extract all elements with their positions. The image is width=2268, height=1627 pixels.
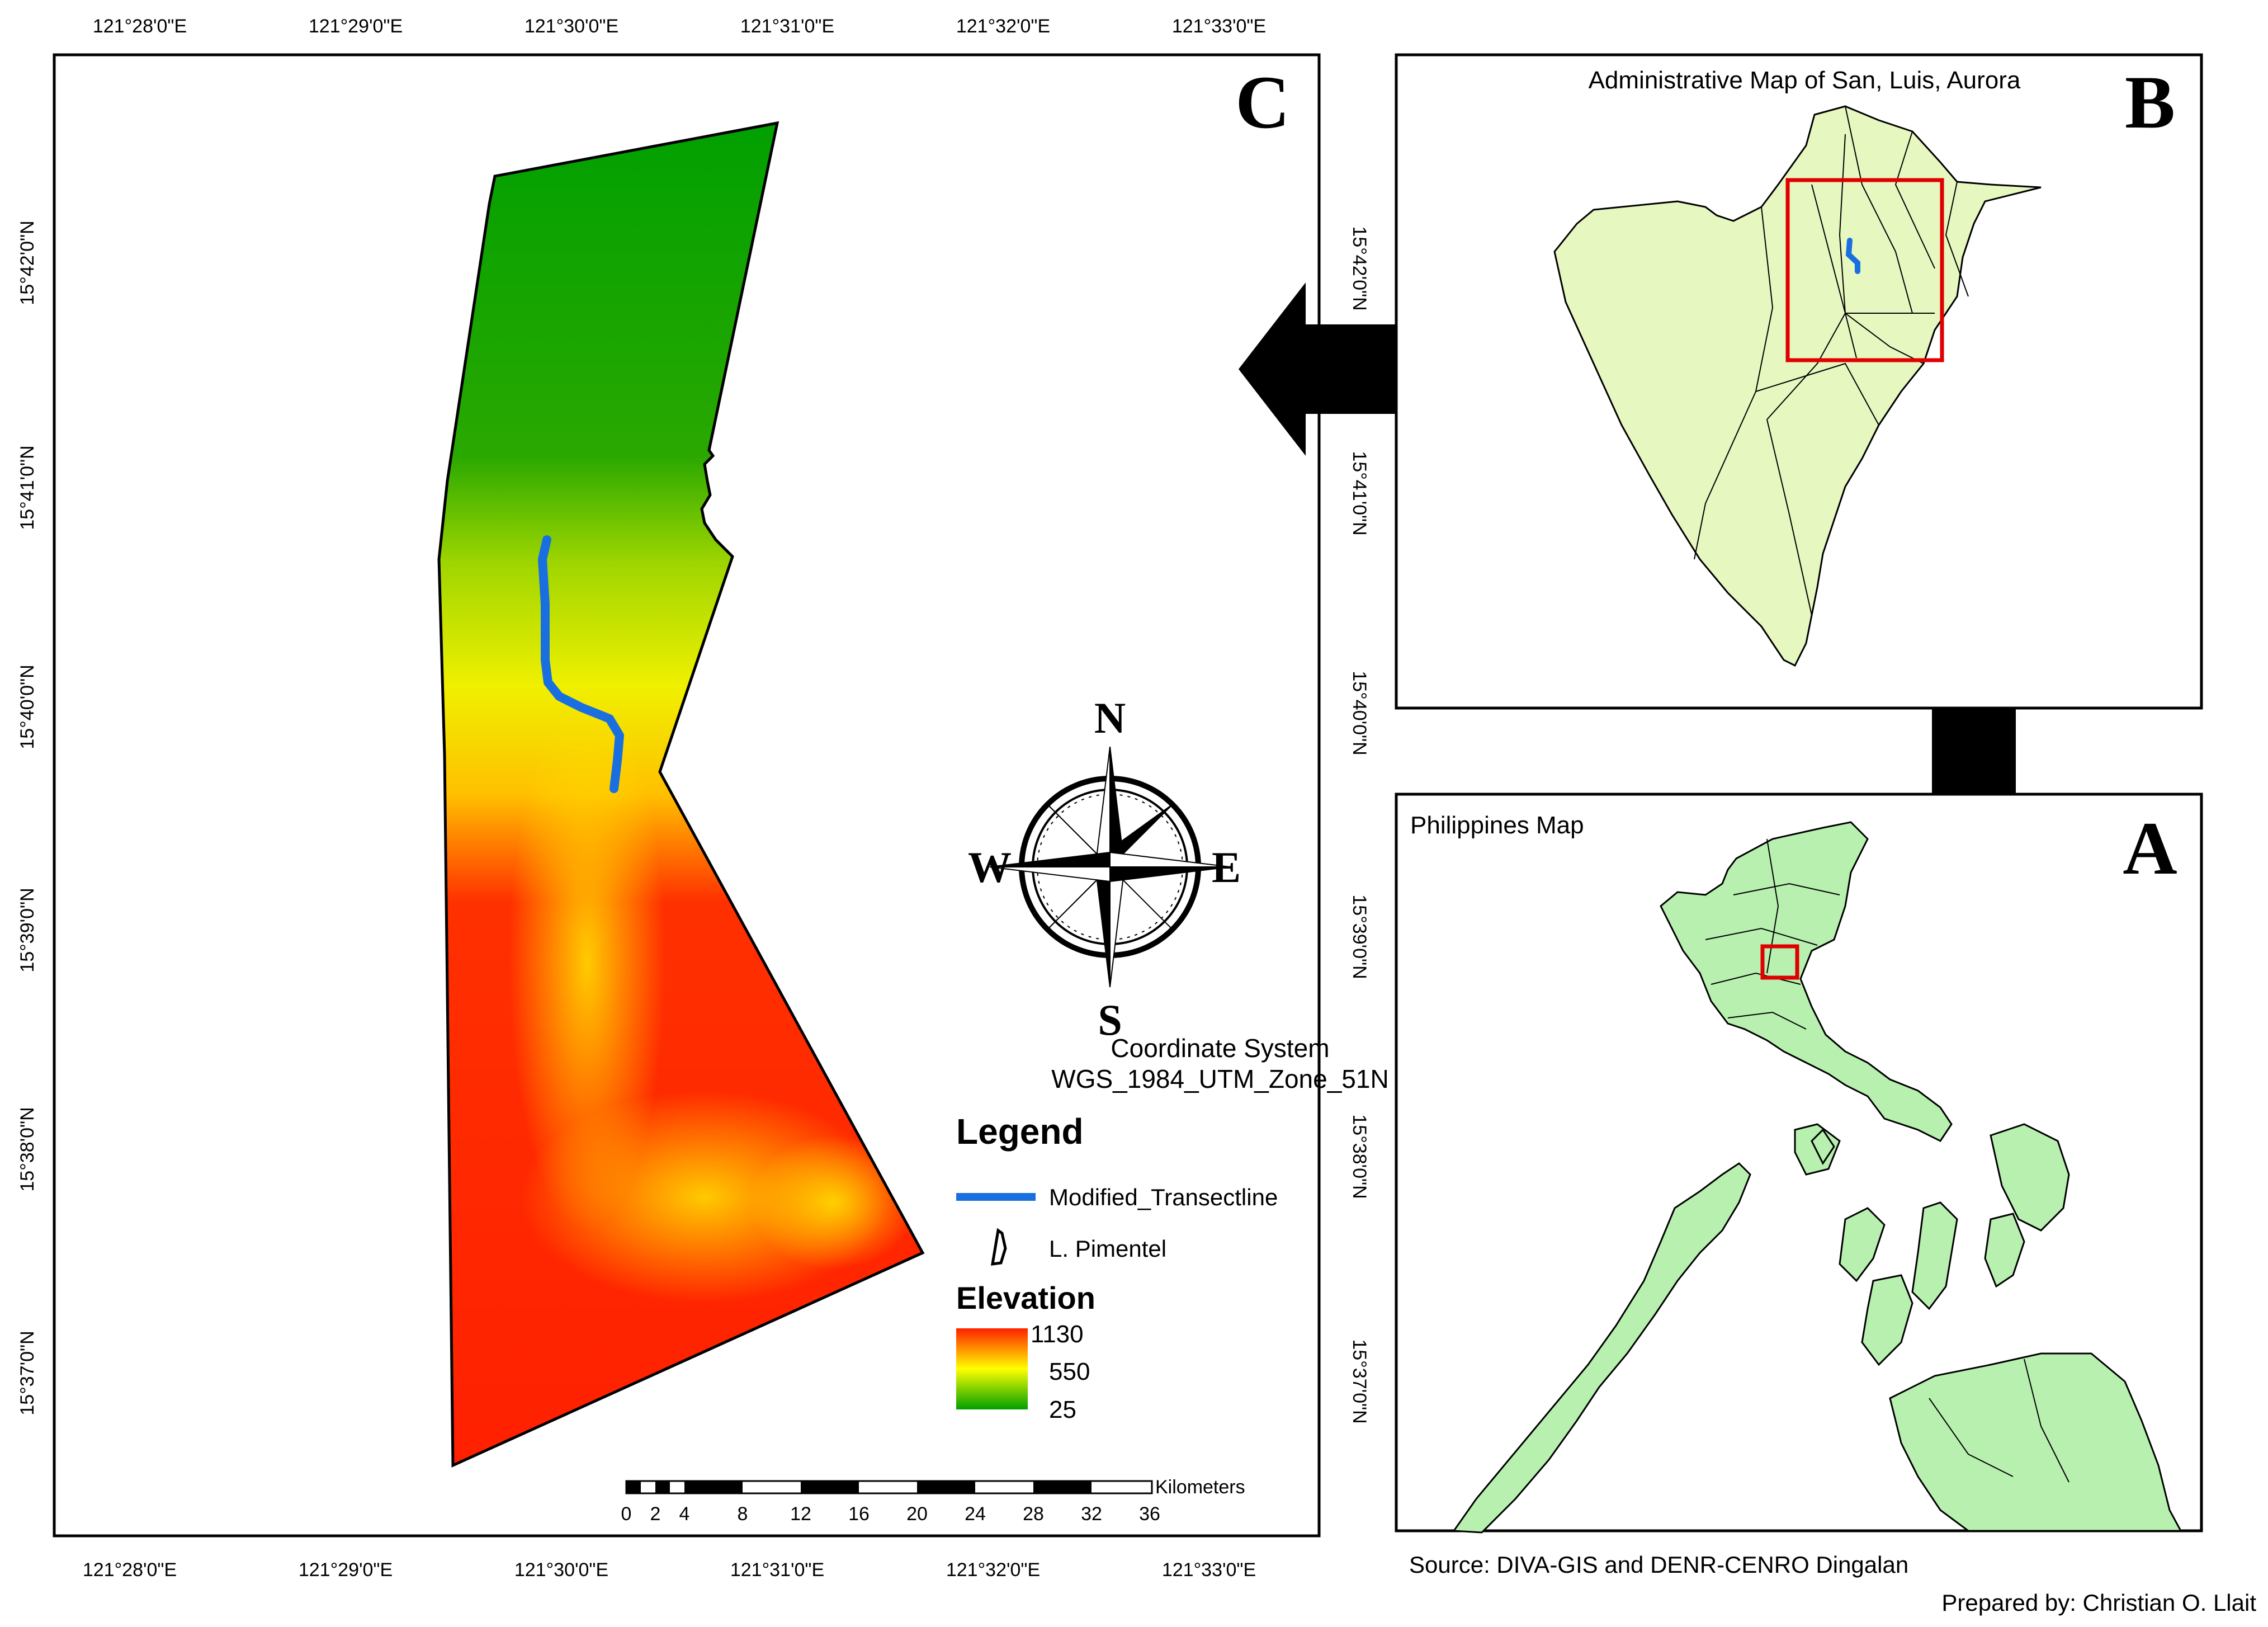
top-tick-label: 121°32'0"E — [956, 16, 1050, 37]
bottom-tick-label: 121°30'0"E — [514, 1559, 608, 1581]
transect-line — [538, 535, 624, 793]
barangay-boundaries — [1694, 106, 1969, 616]
san-luis-map — [1553, 105, 2042, 667]
right-tick-label: 15°39'0"N — [1349, 894, 1370, 979]
source-credit: Source: DIVA-GIS and DENR-CENRO Dingalan — [1409, 1551, 1908, 1578]
luzon-island — [1660, 821, 1953, 1142]
elevation-ramp — [956, 1328, 1028, 1409]
top-tick-label: 121°28'0"E — [93, 16, 187, 37]
elevation-mid-label: 550 — [1049, 1358, 1090, 1385]
compass-east-label: E — [1212, 843, 1241, 892]
legend-transect-label: Modified_Transectline — [1049, 1184, 1278, 1210]
bottom-tick-label: 121°33'0"E — [1162, 1559, 1256, 1581]
right-tick-label: 15°41'0"N — [1349, 451, 1370, 535]
panel-b: Administrative Map of San, Luis, Aurora … — [1395, 53, 2203, 710]
coordinate-system-name: WGS_1984_UTM_Zone_51N — [1051, 1064, 1388, 1093]
bottom-tick-label: 121°29'0"E — [299, 1559, 393, 1581]
top-tick-label: 121°29'0"E — [309, 16, 403, 37]
negros-island — [1861, 1274, 1913, 1366]
left-tick-label: 15°42'0"N — [17, 220, 38, 305]
mindanao-island — [1889, 1352, 2182, 1532]
panel-c: C 121°28'0"E 121°29'0"E 121°30'0"E 121°3… — [17, 16, 1389, 1581]
bottom-tick-label: 121°32'0"E — [946, 1559, 1040, 1581]
compass-south-label: S — [1098, 996, 1122, 1044]
compass-north-label: N — [1094, 694, 1126, 742]
right-tick-label: 15°40'0"N — [1349, 671, 1370, 755]
study-area-boundary — [437, 121, 925, 1468]
panel-a: Philippines Map A — [1395, 793, 2203, 1534]
top-tick-label: 121°33'0"E — [1172, 16, 1266, 37]
panay-island — [1839, 1207, 1886, 1282]
elevation-min-label: 25 — [1049, 1396, 1076, 1423]
right-tick-label: 15°37'0"N — [1349, 1339, 1370, 1423]
top-tick-label: 121°31'0"E — [740, 16, 834, 37]
panel-a-title: Philippines Map — [1410, 812, 1584, 839]
left-tick-label: 15°39'0"N — [17, 888, 38, 972]
compass-rose: N S E W — [968, 694, 1241, 1044]
elevation-title: Elevation — [956, 1280, 1095, 1315]
coordinate-system-heading: Coordinate System — [1111, 1034, 1329, 1063]
scale-tick-label: 2 — [650, 1503, 661, 1525]
left-tick-label: 15°40'0"N — [17, 664, 38, 749]
scale-tick-label: 12 — [790, 1503, 811, 1525]
panel-b-letter: B — [2125, 61, 2175, 144]
scale-tick-label: 0 — [621, 1503, 632, 1525]
bottom-tick-label: 121°31'0"E — [730, 1559, 824, 1581]
arrow-left-icon — [1239, 282, 1436, 456]
prepared-by-credit: Prepared by: Christian O. Llait — [1941, 1590, 2256, 1616]
aurora-highlight-box — [1760, 944, 1799, 980]
legend-area-label: L. Pimentel — [1049, 1235, 1166, 1262]
left-tick-label: 15°37'0"N — [17, 1331, 38, 1415]
study-area-highlight-box — [1785, 178, 1944, 362]
bottom-tick-label: 121°28'0"E — [83, 1559, 177, 1581]
right-tick-label: 15°38'0"N — [1349, 1114, 1370, 1199]
cebu-island — [1911, 1201, 1958, 1310]
right-tick-label: 15°42'0"N — [1349, 226, 1370, 310]
province-boundaries — [1705, 838, 2069, 1483]
scale-tick-label: 24 — [965, 1503, 986, 1525]
palawan-island — [1452, 1162, 1751, 1534]
philippines-map — [1452, 821, 2182, 1534]
scale-bar: 0 2 4 8 12 16 20 24 28 32 36 Kilometers — [621, 1477, 1245, 1525]
legend: Legend Modified_Transectline L. Pimentel… — [956, 1111, 1278, 1423]
scale-tick-label: 16 — [848, 1503, 870, 1525]
scale-tick-label: 28 — [1023, 1503, 1044, 1525]
compass-star — [989, 746, 1231, 988]
legend-title: Legend — [956, 1111, 1084, 1152]
scale-tick-label: 32 — [1081, 1503, 1102, 1525]
scale-tick-label: 36 — [1139, 1503, 1160, 1525]
scale-tick-label: 20 — [906, 1503, 928, 1525]
elevation-max-label: 1130 — [1031, 1321, 1084, 1348]
left-tick-label: 15°41'0"N — [17, 445, 38, 530]
panel-a-letter: A — [2123, 807, 2177, 890]
legend-area-swatch — [990, 1228, 1007, 1266]
compass-west-label: W — [968, 843, 1012, 892]
transect-locator — [1845, 238, 1860, 274]
scale-tick-label: 8 — [738, 1503, 748, 1525]
marinduque-island — [1811, 1128, 1835, 1165]
panel-c-letter: C — [1235, 61, 1290, 144]
leyte-island — [1984, 1213, 2025, 1288]
top-tick-label: 121°30'0"E — [525, 16, 618, 37]
scale-tick-label: 4 — [679, 1503, 690, 1525]
panel-b-title: Administrative Map of San, Luis, Aurora — [1589, 67, 2021, 94]
scale-unit-label: Kilometers — [1155, 1477, 1245, 1498]
left-tick-label: 15°38'0"N — [17, 1107, 38, 1191]
samar-island — [1990, 1123, 2070, 1232]
